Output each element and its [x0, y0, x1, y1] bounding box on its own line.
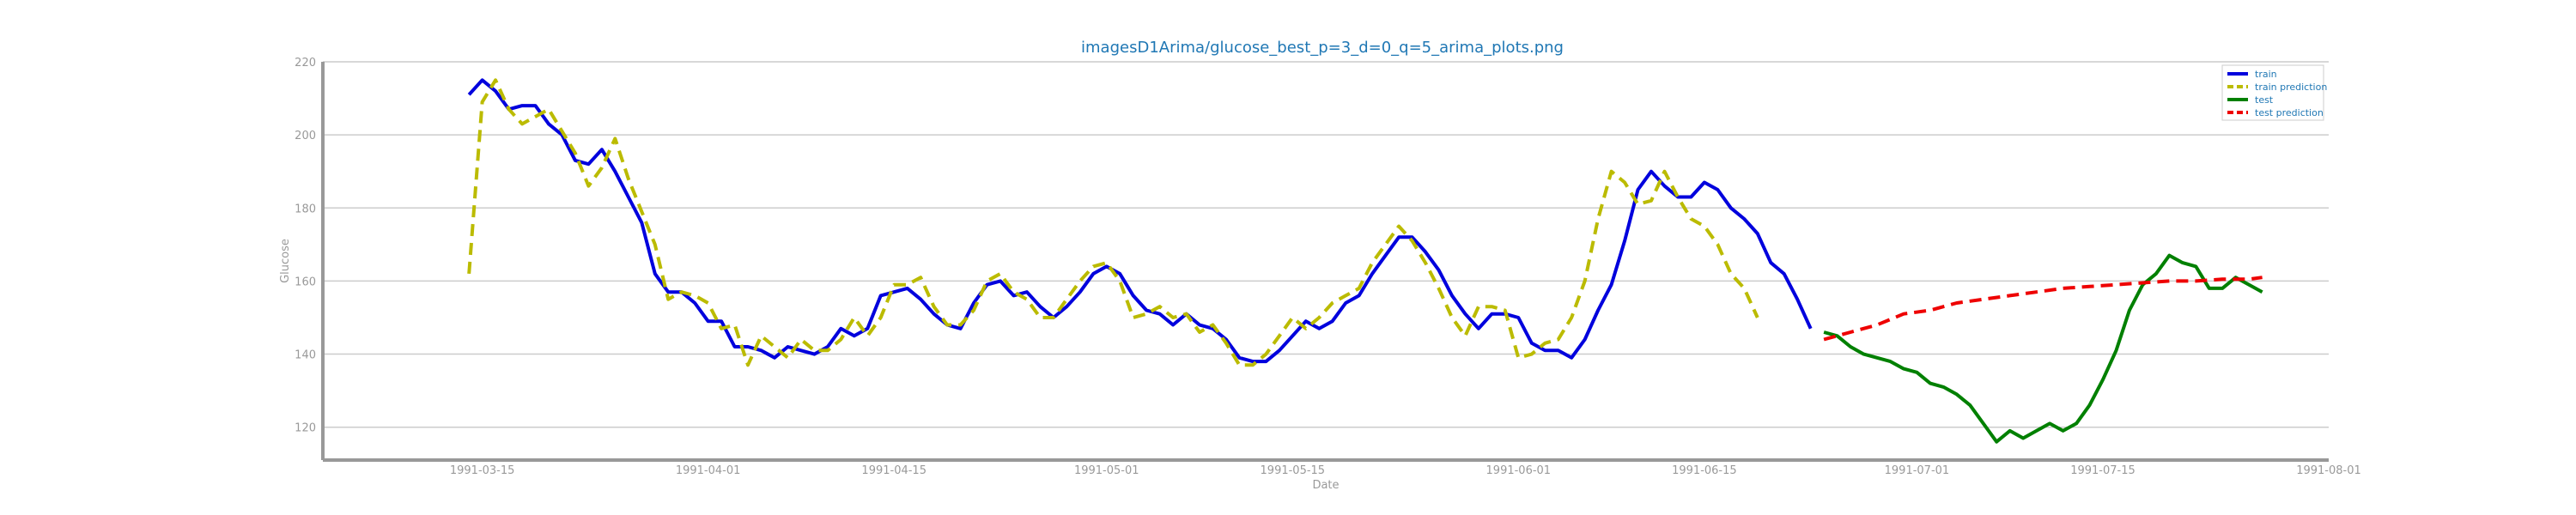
x-tick-label: 1991-07-15: [2070, 464, 2136, 477]
series-line-test-prediction: [1823, 276, 2263, 342]
series-line-train-prediction: [467, 78, 1759, 367]
x-tick-label: 1991-06-01: [1486, 464, 1552, 477]
x-tick-label: 1991-04-15: [861, 464, 927, 477]
series-line-train: [467, 78, 1813, 364]
y-tick-label: 200: [295, 130, 316, 142]
y-tick-label: 160: [295, 276, 316, 288]
y-axis-ticks: 120 140 160 180 200 220: [295, 57, 316, 435]
legend-label: test: [2255, 94, 2274, 106]
legend-label: train: [2255, 69, 2277, 80]
y-tick-label: 140: [295, 349, 316, 362]
x-tick-label: 1991-05-01: [1074, 464, 1139, 477]
x-tick-label: 1991-07-01: [1885, 464, 1950, 477]
x-tick-label: 1991-06-15: [1672, 464, 1737, 477]
x-tick-label: 1991-04-01: [676, 464, 741, 477]
y-tick-label: 220: [295, 57, 316, 70]
gridlines: [323, 61, 2329, 428]
chart-title: imagesD1Arima/glucose_best_p=3_d=0_q=5_a…: [1081, 39, 1564, 57]
y-axis-label: Glucose: [279, 239, 292, 283]
y-tick-label: 120: [295, 422, 316, 435]
series-line-test: [1823, 253, 2263, 444]
x-tick-label: 1991-03-15: [450, 464, 515, 477]
legend-label: test prediction: [2255, 107, 2324, 118]
x-tick-label: 1991-08-01: [2296, 464, 2361, 477]
y-tick-label: 180: [295, 203, 316, 215]
x-axis-label: Date: [1312, 479, 1339, 492]
series-lines: [467, 78, 2263, 444]
x-axis-ticks: 1991-03-15 1991-04-01 1991-04-15 1991-05-01…: [450, 464, 2361, 477]
x-tick-label: 1991-05-15: [1261, 464, 1326, 477]
legend-label: train prediction: [2255, 82, 2327, 93]
